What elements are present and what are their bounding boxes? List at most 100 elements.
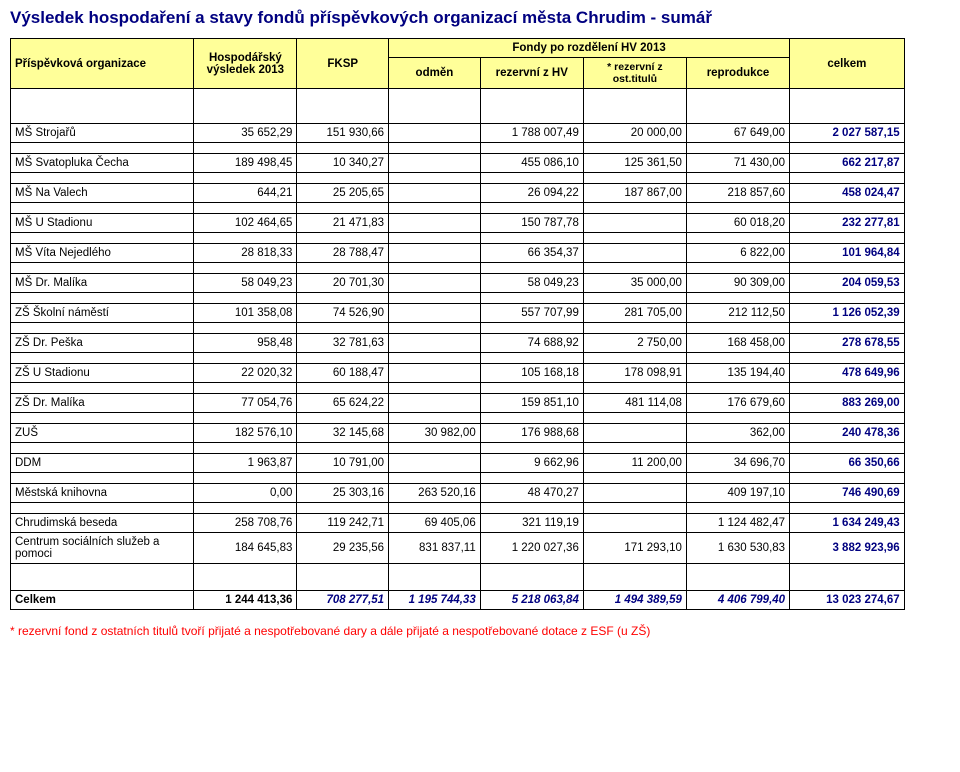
cell-cel: 3 882 923,96: [790, 533, 905, 564]
cell-odmen: [389, 154, 481, 173]
cell-rezhv: 5 218 063,84: [480, 591, 583, 610]
cell-hosp: 258 708,76: [194, 514, 297, 533]
cell-hosp: 58 049,23: [194, 274, 297, 293]
cell-cel: 2 027 587,15: [790, 124, 905, 143]
cell-fksp: 60 188,47: [297, 364, 389, 383]
cell-rezt: 187 867,00: [583, 184, 686, 203]
cell-cel: 240 478,36: [790, 424, 905, 443]
cell-fksp: 25 303,16: [297, 484, 389, 503]
cell-rezhv: 9 662,96: [480, 454, 583, 473]
cell-org: ZŠ Dr. Malíka: [11, 394, 194, 413]
cell-org: ZŠ Školní náměstí: [11, 304, 194, 323]
cell-fksp: 32 781,63: [297, 334, 389, 353]
table-row: ZŠ Dr. Malíka77 054,7665 624,22159 851,1…: [11, 394, 951, 413]
cell-odmen: [389, 274, 481, 293]
cell-rezt: 178 098,91: [583, 364, 686, 383]
cell-rezt: 35 000,00: [583, 274, 686, 293]
col-header-rezt: * rezervní z ost.titulů: [583, 58, 686, 89]
cell-org: MŠ Strojařů: [11, 124, 194, 143]
table-row: MŠ Víta Nejedlého28 818,3328 788,4766 35…: [11, 244, 951, 263]
table-row: MŠ Strojařů35 652,29151 930,661 788 007,…: [11, 124, 951, 143]
cell-rezhv: 48 470,27: [480, 484, 583, 503]
cell-rezhv: 1 788 007,49: [480, 124, 583, 143]
cell-repro: 1 630 530,83: [686, 533, 789, 564]
cell-hosp: 35 652,29: [194, 124, 297, 143]
cell-cel: 662 217,87: [790, 154, 905, 173]
cell-rezt: [583, 214, 686, 233]
cell-cel: 746 490,69: [790, 484, 905, 503]
footnote: * rezervní fond z ostatních titulů tvoří…: [10, 624, 950, 638]
cell-org: Chrudimská beseda: [11, 514, 194, 533]
cell-odmen: 69 405,06: [389, 514, 481, 533]
cell-repro: 1 124 482,47: [686, 514, 789, 533]
cell-fksp: 708 277,51: [297, 591, 389, 610]
cell-fksp: 74 526,90: [297, 304, 389, 323]
cell-fksp: 21 471,83: [297, 214, 389, 233]
cell-org: ZŠ U Stadionu: [11, 364, 194, 383]
cell-odmen: [389, 214, 481, 233]
col-header-fondy-group: Fondy po rozdělení HV 2013: [389, 39, 790, 58]
cell-fksp: 29 235,56: [297, 533, 389, 564]
table-row: MŠ Svatopluka Čecha189 498,4510 340,2745…: [11, 154, 951, 173]
cell-org: MŠ U Stadionu: [11, 214, 194, 233]
col-header-celkem: celkem: [790, 39, 905, 89]
cell-rezhv: 74 688,92: [480, 334, 583, 353]
cell-repro: 176 679,60: [686, 394, 789, 413]
cell-rezt: [583, 484, 686, 503]
cell-hosp: 958,48: [194, 334, 297, 353]
cell-org: Městská knihovna: [11, 484, 194, 503]
cell-hosp: 102 464,65: [194, 214, 297, 233]
cell-repro: 362,00: [686, 424, 789, 443]
table-row: ZŠ Školní náměstí101 358,0874 526,90557 …: [11, 304, 951, 323]
cell-odmen: 831 837,11: [389, 533, 481, 564]
cell-hosp: 182 576,10: [194, 424, 297, 443]
col-header-fksp: FKSP: [297, 39, 389, 89]
table-row: ZŠ Dr. Peška958,4832 781,6374 688,922 75…: [11, 334, 951, 353]
page-title: Výsledek hospodaření a stavy fondů přísp…: [10, 8, 950, 28]
cell-cel: 66 350,66: [790, 454, 905, 473]
cell-fksp: 28 788,47: [297, 244, 389, 263]
cell-org: MŠ Dr. Malíka: [11, 274, 194, 293]
col-header-rezhv: rezervní z HV: [480, 58, 583, 89]
cell-rezt: 171 293,10: [583, 533, 686, 564]
table-row: ZUŠ182 576,1032 145,6830 982,00176 988,6…: [11, 424, 951, 443]
cell-rezt: 1 494 389,59: [583, 591, 686, 610]
cell-hosp: 77 054,76: [194, 394, 297, 413]
table-row: MŠ Na Valech644,2125 205,6526 094,22187 …: [11, 184, 951, 203]
cell-repro: 6 822,00: [686, 244, 789, 263]
col-header-repro: reprodukce: [686, 58, 789, 89]
cell-org: Celkem: [11, 591, 194, 610]
cell-odmen: [389, 364, 481, 383]
cell-fksp: 25 205,65: [297, 184, 389, 203]
cell-cel: 458 024,47: [790, 184, 905, 203]
cell-odmen: [389, 394, 481, 413]
cell-fksp: 20 701,30: [297, 274, 389, 293]
summary-table: Příspěvková organizace Hospodářský výsle…: [10, 38, 950, 610]
cell-rezhv: 58 049,23: [480, 274, 583, 293]
table-row: MŠ Dr. Malíka58 049,2320 701,3058 049,23…: [11, 274, 951, 293]
cell-rezhv: 66 354,37: [480, 244, 583, 263]
cell-repro: 4 406 799,40: [686, 591, 789, 610]
cell-rezt: [583, 514, 686, 533]
cell-fksp: 119 242,71: [297, 514, 389, 533]
cell-repro: 71 430,00: [686, 154, 789, 173]
cell-repro: 409 197,10: [686, 484, 789, 503]
cell-org: MŠ Víta Nejedlého: [11, 244, 194, 263]
cell-rezt: 20 000,00: [583, 124, 686, 143]
cell-repro: 90 309,00: [686, 274, 789, 293]
cell-cel: 232 277,81: [790, 214, 905, 233]
cell-odmen: [389, 124, 481, 143]
cell-repro: 212 112,50: [686, 304, 789, 323]
cell-repro: 34 696,70: [686, 454, 789, 473]
cell-org: DDM: [11, 454, 194, 473]
cell-rezhv: 1 220 027,36: [480, 533, 583, 564]
cell-rezt: 281 705,00: [583, 304, 686, 323]
cell-hosp: 0,00: [194, 484, 297, 503]
cell-odmen: [389, 334, 481, 353]
header-pad: [904, 39, 950, 89]
cell-rezhv: 159 851,10: [480, 394, 583, 413]
col-header-hosp: Hospodářský výsledek 2013: [194, 39, 297, 89]
cell-rezhv: 176 988,68: [480, 424, 583, 443]
cell-rezt: [583, 424, 686, 443]
cell-cel: 13 023 274,67: [790, 591, 905, 610]
